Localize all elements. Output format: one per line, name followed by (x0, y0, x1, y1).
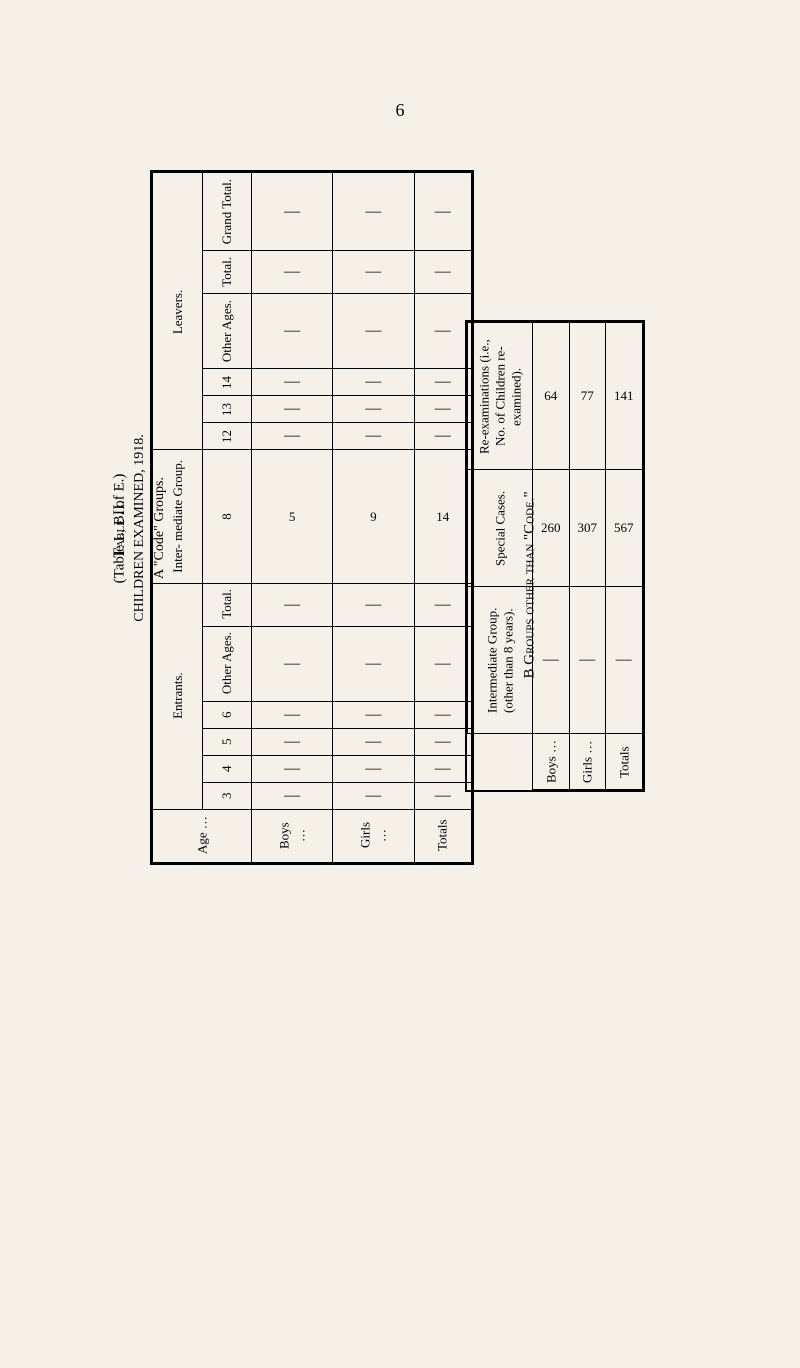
cell-dash: — (333, 423, 414, 450)
side-row-girls: Girls … (569, 734, 606, 790)
cell-dash: — (414, 701, 471, 728)
cell-dash: — (414, 369, 471, 396)
main-table-wrapper: Leavers. Grand Total. — — — Total. — — —… (150, 170, 474, 865)
side-boys-special: 260 (533, 470, 570, 587)
cell-dash: — (333, 583, 414, 626)
side-girls-inter: — (569, 587, 606, 734)
cell-dash: — (414, 728, 471, 755)
cell-dash: — (252, 396, 333, 423)
main-table-area: Leavers. Grand Total. — — — Total. — — —… (150, 170, 750, 865)
col-8: 8 (202, 450, 252, 584)
side-totals-special: 567 (606, 470, 643, 587)
cell-dash: — (252, 755, 333, 782)
side-boys-reexam: 64 (533, 323, 570, 470)
cell-dash: — (414, 583, 471, 626)
page-number: 6 (396, 100, 405, 121)
main-table: Leavers. Grand Total. — — — Total. — — —… (152, 172, 472, 863)
table-subtitle-1: (Table I., B. of E.) (112, 354, 129, 704)
cell-dash: — (414, 173, 471, 251)
side-table-wrapper: Re-examinations (i.e., No. of Children r… (465, 320, 645, 792)
cell-dash: — (414, 396, 471, 423)
cell-dash: — (333, 701, 414, 728)
cell-dash: — (252, 626, 333, 701)
cell-dash: — (414, 782, 471, 809)
cell-dash: — (414, 251, 471, 294)
col-grand-total: Grand Total. (202, 173, 252, 251)
cell-dash: — (252, 423, 333, 450)
col-14: 14 (202, 369, 252, 396)
side-row-boys: Boys … (533, 734, 570, 790)
side-table: Re-examinations (i.e., No. of Children r… (467, 322, 643, 790)
side-girls-reexam: 77 (569, 323, 606, 470)
row-girls: Girls … (333, 809, 414, 862)
cell-dash: — (252, 369, 333, 396)
cell-dash: — (333, 369, 414, 396)
cell-dash: — (333, 173, 414, 251)
cell-dash: — (333, 626, 414, 701)
col-12: 12 (202, 423, 252, 450)
cell-dash: — (333, 755, 414, 782)
col-6: 6 (202, 701, 252, 728)
row-boys: Boys … (252, 809, 333, 862)
cell-dash: — (333, 294, 414, 369)
cell-girls-8: 9 (333, 450, 414, 584)
cell-dash: — (414, 294, 471, 369)
side-header-reexam: Re-examinations (i.e., No. of Children r… (468, 323, 533, 470)
col-other-ages-leavers: Other Ages. (202, 294, 252, 369)
side-header-special: Special Cases. (468, 470, 533, 587)
side-totals-inter: — (606, 587, 643, 734)
cell-dash: — (333, 728, 414, 755)
cell-dash: — (252, 294, 333, 369)
side-row-totals: Totals (606, 734, 643, 790)
col-4: 4 (202, 755, 252, 782)
title-column: Table II. (Table I., B. of E.) CHILDREN … (50, 170, 150, 1020)
cell-dash: — (333, 251, 414, 294)
cell-dash: — (252, 728, 333, 755)
cell-dash: — (333, 782, 414, 809)
col-3: 3 (202, 782, 252, 809)
cell-dash: — (252, 173, 333, 251)
side-header-intermediate: Intermediate Group. (other than 8 years)… (468, 587, 533, 734)
cell-dash: — (252, 583, 333, 626)
entrants-header: Entrants. (153, 583, 203, 809)
side-boys-inter: — (533, 587, 570, 734)
cell-dash: — (333, 396, 414, 423)
leavers-header: Leavers. (153, 173, 203, 450)
cell-dash: — (252, 251, 333, 294)
col-other-ages-entrants: Other Ages. (202, 626, 252, 701)
cell-dash: — (252, 782, 333, 809)
cell-dash: — (414, 626, 471, 701)
row-totals: Totals (414, 809, 471, 862)
cell-dash: — (414, 755, 471, 782)
col-total-entrants: Total. (202, 583, 252, 626)
col-13: 13 (202, 396, 252, 423)
side-totals-reexam: 141 (606, 323, 643, 470)
main-content: Table II. (Table I., B. of E.) CHILDREN … (50, 170, 750, 1020)
table-subtitle-2: CHILDREN EXAMINED, 1918. (132, 353, 148, 703)
col-total-leavers: Total. (202, 251, 252, 294)
cell-dash: — (252, 701, 333, 728)
intermediate-header: Inter- mediate Group. (153, 450, 203, 584)
cell-dash: — (414, 423, 471, 450)
cell-totals-8: 14 (414, 450, 471, 584)
col-5: 5 (202, 728, 252, 755)
cell-boys-8: 5 (252, 450, 333, 584)
side-girls-special: 307 (569, 470, 606, 587)
age-label: Age … (153, 809, 252, 862)
